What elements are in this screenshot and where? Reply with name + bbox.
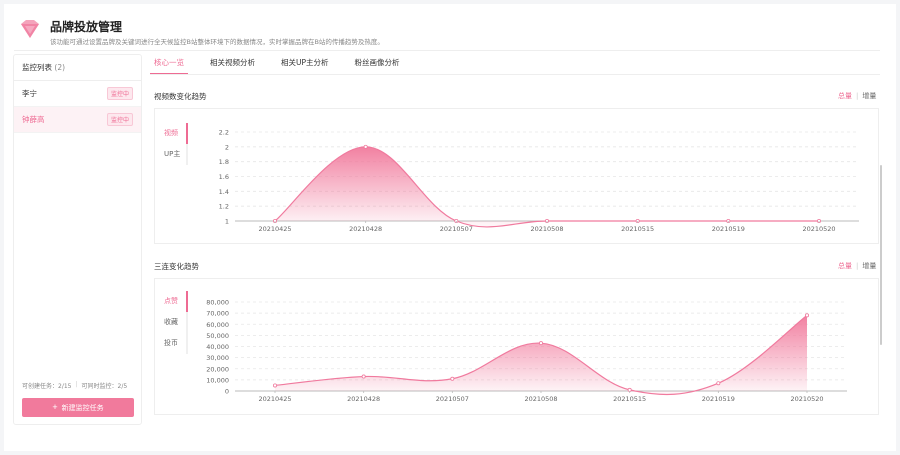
monitor-item-name: 钟薛高	[22, 115, 45, 124]
video-trend-chart: 1 1.2 1.4 1.6 1.8 2 2.2 20210425 20210428 2021050…	[219, 129, 859, 233]
x-tick-label: 20210520	[802, 225, 835, 233]
page-description: 该功能可通过设置品牌及关键词进行全天候监控B站整体环境下的数据情况，实时掌握品牌…	[50, 38, 384, 46]
metric-coin[interactable]: 投币	[158, 333, 188, 354]
header-divider	[14, 50, 880, 51]
video-trend-title: 视频数变化趋势	[154, 92, 207, 101]
area-fill	[275, 146, 819, 227]
y-tick-label: 40,000	[206, 343, 229, 351]
x-tick-label: 20210428	[349, 225, 382, 233]
status-badge: 监控中	[106, 87, 133, 100]
tab-core-overview[interactable]: 核心一览	[150, 56, 188, 74]
y-tick-label: 1.8	[219, 158, 229, 166]
tab-up-analysis[interactable]: 相关UP主分析	[281, 58, 329, 67]
plus-icon: +	[52, 402, 58, 412]
y-tick-label: 10,000	[206, 376, 229, 384]
triple-trend-title: 三连变化趋势	[154, 262, 199, 271]
monitor-item-1[interactable]: 钟薛高 监控中	[14, 107, 141, 133]
diamond-logo-icon	[21, 20, 39, 38]
tab-divider	[150, 74, 880, 75]
data-point[interactable]	[363, 144, 368, 149]
y-tick-label: 1.4	[219, 188, 229, 196]
triple-trend-chart: 0 10,000 20,000 30,000 40,000 50,000 60,000 70,…	[206, 299, 847, 403]
stat-concurrent: 可同时监控：2/5	[81, 383, 128, 390]
scrollbar[interactable]	[880, 165, 882, 345]
y-tick-label: 2.2	[219, 129, 229, 137]
video-trend-card: 视频 UP主 1 1.2 1.4 1.6 1.8 2 2.2 20210425 20210428…	[154, 108, 879, 244]
metric-favorite[interactable]: 收藏	[158, 312, 188, 333]
data-point[interactable]	[361, 374, 366, 379]
toggle-total[interactable]: 总量	[838, 92, 852, 100]
triple-trend-toggle: 总量 | 增量	[838, 262, 877, 270]
x-tick-label: 20210515	[621, 225, 654, 233]
y-tick-label: 1	[225, 218, 229, 226]
data-point[interactable]	[450, 376, 455, 381]
x-tick-label: 20210507	[436, 395, 469, 403]
new-monitor-task-button[interactable]: + 新建监控任务	[22, 398, 134, 417]
y-tick-label: 70,000	[206, 310, 229, 318]
data-point[interactable]	[716, 381, 721, 386]
x-tick-label: 20210519	[702, 395, 735, 403]
triple-metric-list: 点赞 收藏 投币	[158, 291, 188, 354]
page-header: 品牌投放管理 该功能可通过设置品牌及关键词进行全天候监控B站整体环境下的数据情况…	[18, 14, 878, 54]
y-tick-label: 1.6	[219, 173, 229, 181]
triple-trend-card: 点赞 收藏 投币 0 10,000 20,000 30,000 40,000 50,000…	[154, 278, 879, 415]
x-tick-label: 20210508	[524, 395, 557, 403]
video-metric-list: 视频 UP主	[158, 123, 188, 165]
x-tick-label: 20210425	[258, 395, 291, 403]
x-tick-label: 20210515	[613, 395, 646, 403]
tab-fans-portrait[interactable]: 粉丝画像分析	[354, 58, 400, 67]
data-point[interactable]	[805, 313, 810, 318]
stat-created: 可创建任务：2/15	[22, 383, 72, 390]
y-tick-label: 0	[225, 388, 229, 396]
x-tick-label: 20210508	[530, 225, 563, 233]
x-tick-label: 20210519	[712, 225, 745, 233]
page-title: 品牌投放管理	[50, 20, 123, 34]
x-tick-label: 20210425	[258, 225, 291, 233]
status-badge: 监控中	[106, 113, 133, 126]
y-tick-label: 80,000	[206, 299, 229, 307]
tab-bar: 核心一览 相关视频分析 相关UP主分析 粉丝画像分析	[150, 56, 422, 74]
monitor-list-heading: 监控列表 (2)	[14, 55, 141, 81]
monitor-list-panel: 监控列表 (2) 李宁 监控中 钟薛高 监控中 可创建任务：2/15 | 可同时…	[13, 54, 142, 425]
y-tick-label: 20,000	[206, 365, 229, 373]
x-tick-label: 20210428	[347, 395, 380, 403]
y-tick-label: 2	[225, 143, 229, 151]
y-tick-label: 1.2	[219, 203, 229, 211]
monitor-item-name: 李宁	[22, 89, 37, 98]
y-tick-label: 60,000	[206, 321, 229, 329]
toggle-increment[interactable]: 增量	[862, 262, 877, 270]
y-tick-label: 30,000	[206, 354, 229, 362]
y-tick-label: 50,000	[206, 332, 229, 340]
data-point[interactable]	[538, 341, 543, 346]
toggle-total[interactable]: 总量	[838, 262, 852, 270]
metric-up[interactable]: UP主	[158, 144, 188, 165]
video-trend-toggle: 总量 | 增量	[838, 92, 877, 100]
tab-video-analysis[interactable]: 相关视频分析	[210, 58, 255, 67]
x-tick-label: 20210520	[790, 395, 823, 403]
data-point[interactable]	[273, 383, 278, 388]
monitor-count: (2)	[54, 63, 66, 72]
metric-like[interactable]: 点赞	[158, 291, 188, 312]
area-fill	[275, 315, 807, 395]
monitor-item-0[interactable]: 李宁 监控中	[14, 81, 141, 107]
toggle-increment[interactable]: 增量	[862, 92, 877, 100]
quota-stats: 可创建任务：2/15 | 可同时监控：2/5	[22, 381, 128, 390]
x-tick-label: 20210507	[440, 225, 473, 233]
metric-video[interactable]: 视频	[158, 123, 188, 144]
